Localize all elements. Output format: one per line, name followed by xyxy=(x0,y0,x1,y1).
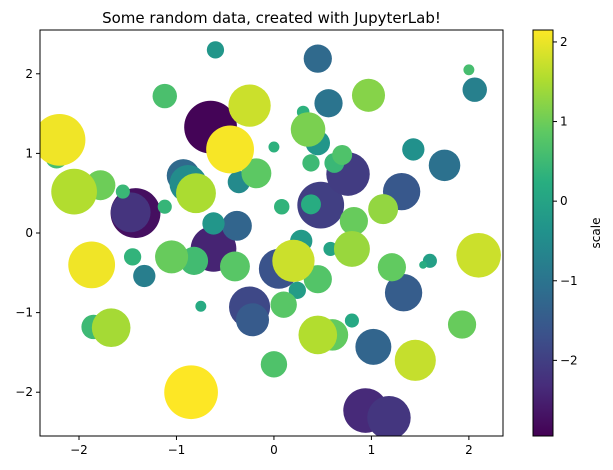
x-tick-label: −1 xyxy=(168,443,186,457)
scatter-point xyxy=(206,125,254,174)
scatter-point xyxy=(323,241,338,256)
x-tick-label: 2 xyxy=(465,443,473,457)
scatter-point xyxy=(219,251,250,282)
scatter-point xyxy=(51,168,97,215)
x-axis-ticks: −2 −1 0 1 2 xyxy=(70,436,473,457)
scatter-points xyxy=(40,41,501,436)
scatter-point xyxy=(456,232,501,278)
scatter-point xyxy=(298,315,338,355)
y-tick-label: −2 xyxy=(15,385,33,399)
scatter-point xyxy=(368,194,399,225)
chart-title: Some random data, created with JupyterLa… xyxy=(102,9,441,27)
scatter-point xyxy=(272,239,315,283)
scatter-point xyxy=(463,64,475,76)
scatter-point xyxy=(384,274,423,312)
colorbar-tick-label: −1 xyxy=(560,274,578,288)
colorbar-tick-label: 2 xyxy=(560,35,568,49)
x-tick-label: 0 xyxy=(270,443,278,457)
scatter-point xyxy=(152,83,177,109)
scatter-point xyxy=(91,308,131,348)
scatter-point xyxy=(206,41,225,59)
colorbar xyxy=(532,29,554,437)
scatter-point xyxy=(290,112,326,147)
scatter-point xyxy=(235,303,270,337)
scatter-point xyxy=(367,395,411,436)
scatter-point xyxy=(333,230,370,267)
scatter-point xyxy=(344,313,359,328)
scatter-point xyxy=(314,89,343,118)
scatter-point xyxy=(302,154,320,172)
colorbar-label: scale xyxy=(589,218,603,249)
scatter-point xyxy=(176,173,216,214)
scatter-point xyxy=(339,206,368,236)
colorbar-ticks: −2 −1 0 1 2 xyxy=(553,35,578,367)
colorbar-tick-label: 0 xyxy=(560,194,568,208)
scatter-point xyxy=(268,141,280,153)
y-tick-label: −1 xyxy=(15,306,33,320)
y-tick-label: 0 xyxy=(25,226,33,240)
scatter-point xyxy=(115,184,130,199)
scatter-point xyxy=(351,78,386,112)
scatter-point xyxy=(195,300,207,312)
scatter-point xyxy=(40,113,86,166)
scatter-point xyxy=(394,339,436,381)
scatter-point xyxy=(155,240,189,274)
scatter-point xyxy=(274,199,290,215)
scatter-point xyxy=(303,44,332,73)
scatter-point xyxy=(288,281,306,299)
scatter-point xyxy=(202,212,225,235)
x-tick-label: 1 xyxy=(368,443,376,457)
scatter-point xyxy=(221,210,252,241)
scatter-point xyxy=(164,365,218,420)
colorbar-tick-label: 1 xyxy=(560,115,568,129)
scatter-point xyxy=(133,264,156,288)
scatter-point xyxy=(402,138,425,161)
y-axis-ticks: −2 −1 0 1 2 xyxy=(15,67,40,399)
scatter-point xyxy=(377,253,406,282)
scatter-point xyxy=(123,248,142,266)
scatter-point xyxy=(447,310,477,339)
x-tick-label: −2 xyxy=(70,443,88,457)
scatter-point xyxy=(241,158,272,189)
scatter-point xyxy=(157,199,172,214)
scatter-point xyxy=(428,149,461,182)
y-tick-label: 2 xyxy=(25,67,33,81)
scatter-point xyxy=(228,84,271,127)
scatter-point xyxy=(270,291,297,318)
scatter-point xyxy=(110,192,151,233)
scatter-point xyxy=(68,241,116,289)
colorbar-tick-label: −2 xyxy=(560,353,578,367)
y-tick-label: 1 xyxy=(25,146,33,160)
scatter-point xyxy=(260,351,288,378)
scatter-point xyxy=(332,145,353,165)
scatter-point xyxy=(301,194,321,215)
scatter-point xyxy=(419,260,427,269)
scatter-point xyxy=(355,328,392,365)
scatter-point xyxy=(462,77,487,102)
